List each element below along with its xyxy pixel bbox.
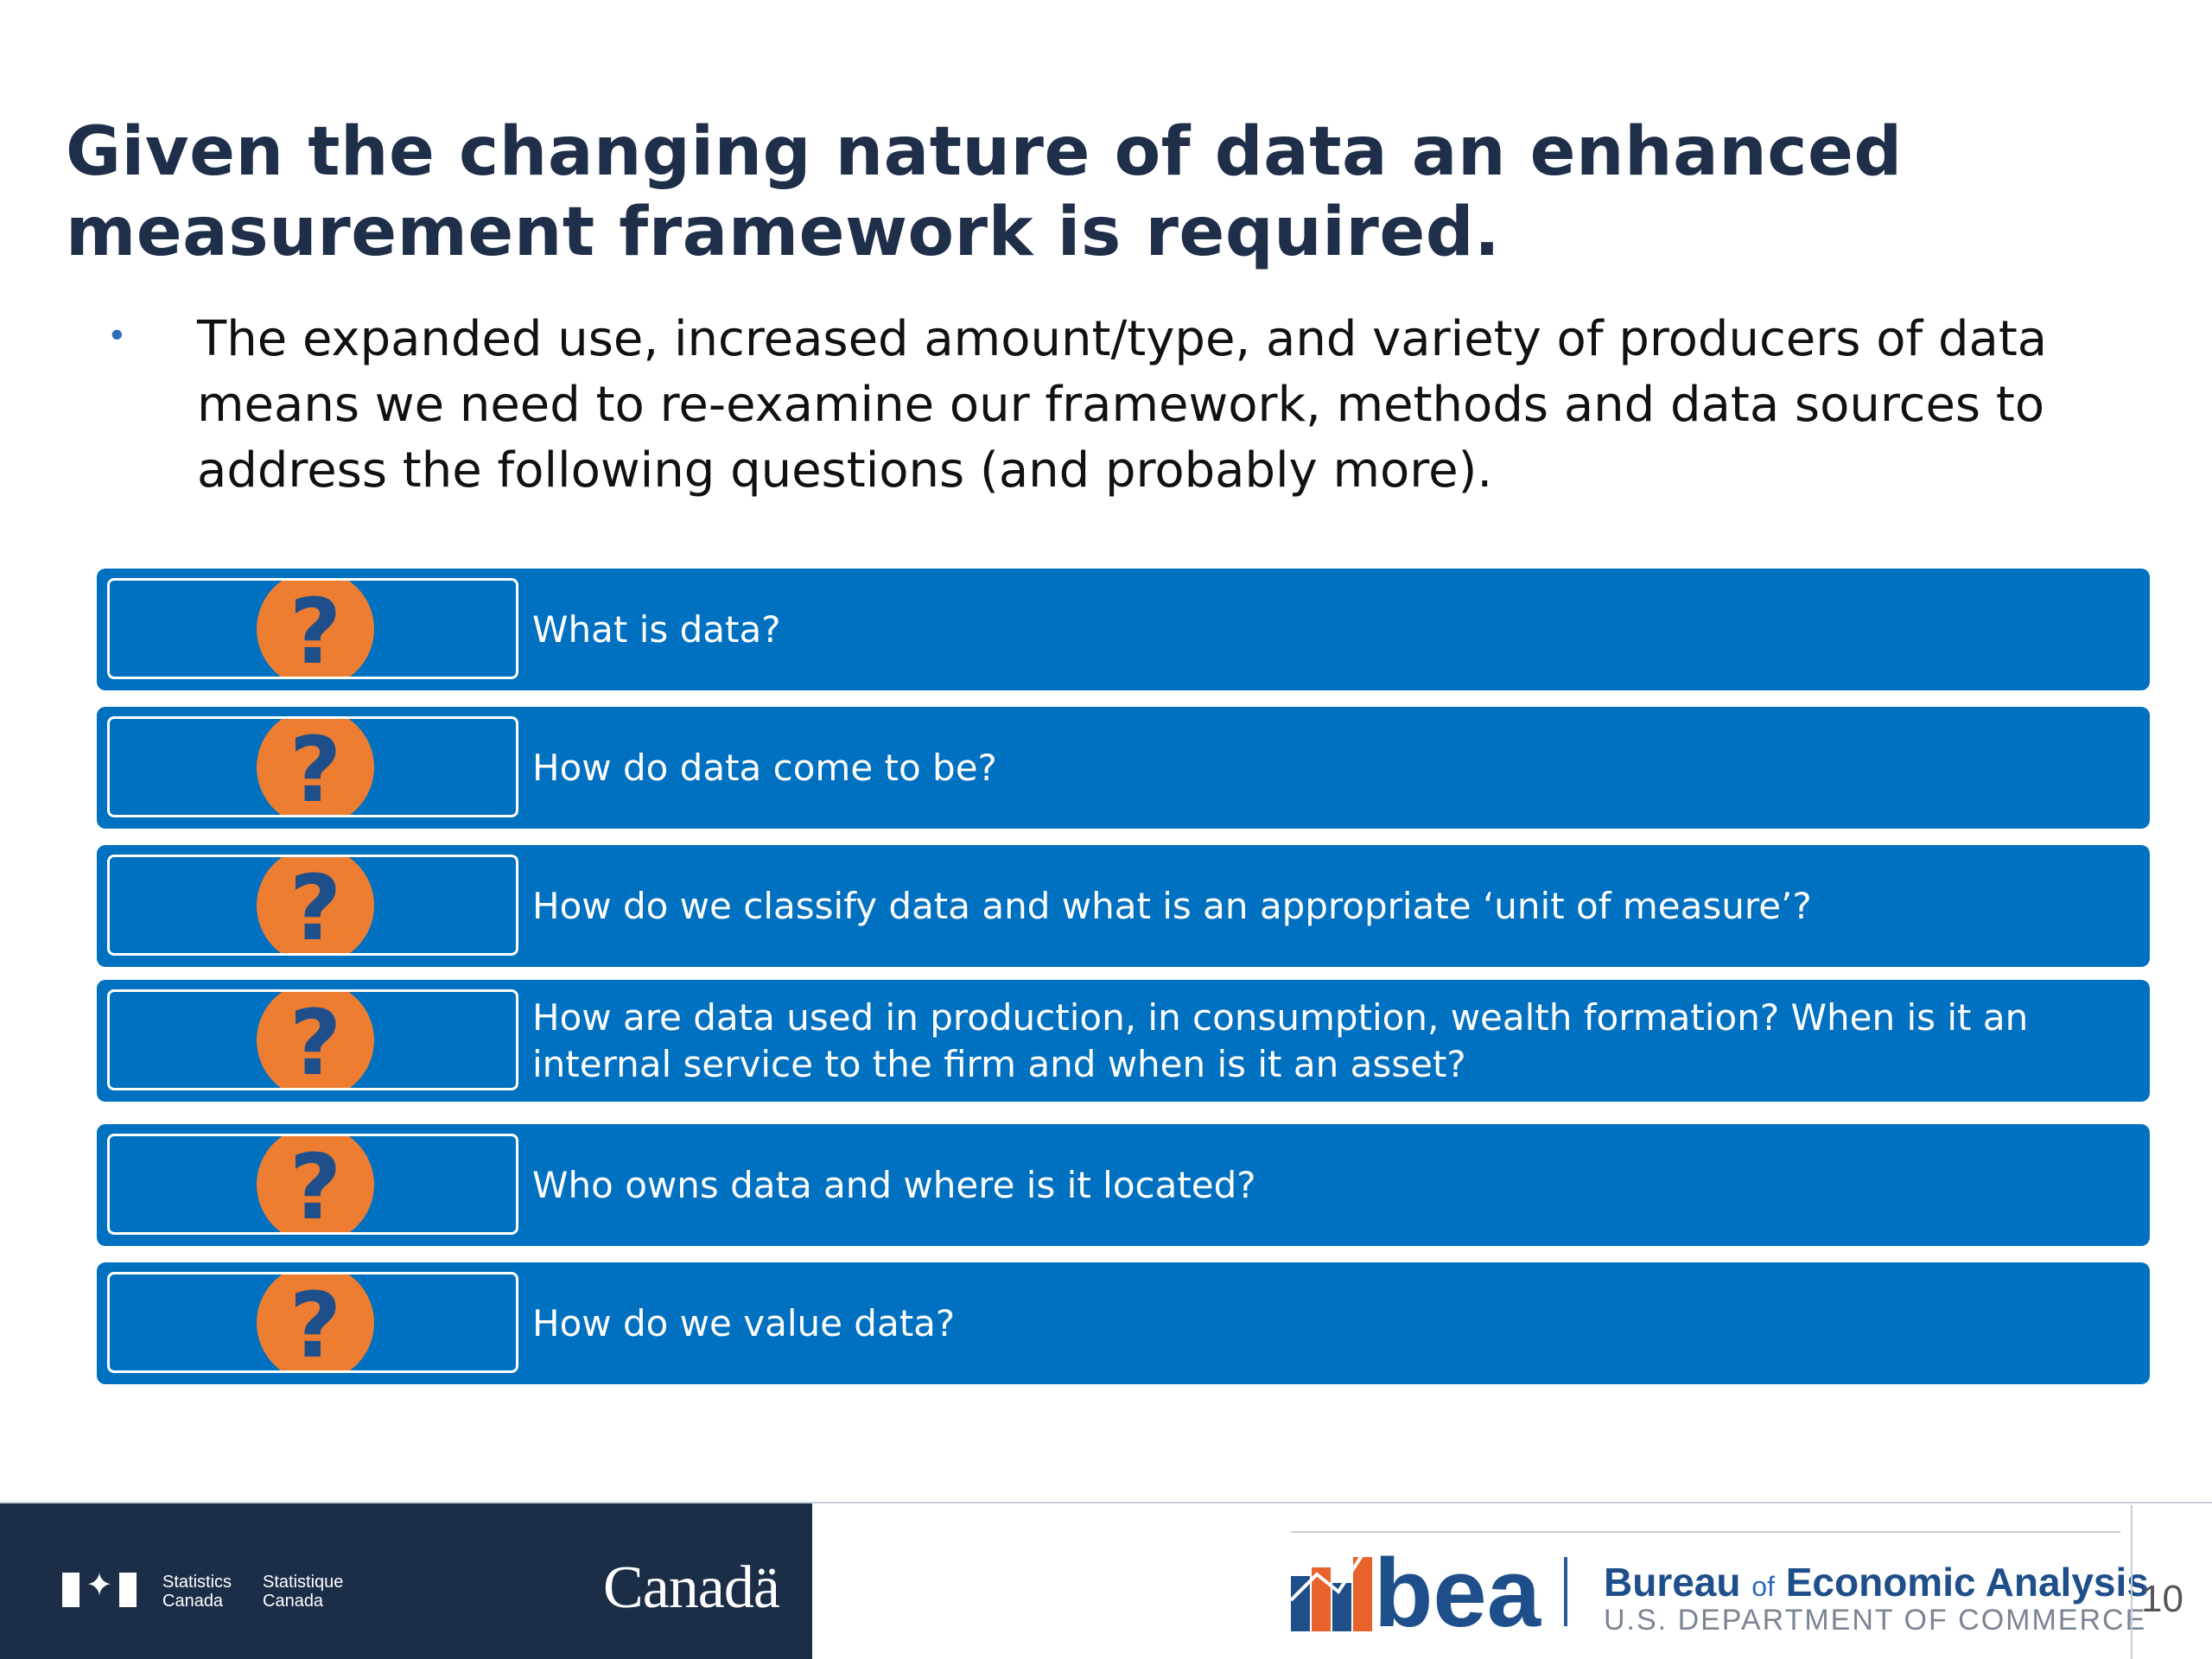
question-row: ? How are data used in production, in co…	[97, 980, 2150, 1102]
question-mark-icon: ?	[257, 581, 374, 677]
question-row: ? How do data come to be?	[97, 707, 2150, 829]
question-text: How do data come to be?	[532, 746, 997, 789]
question-row: ? What is data?	[97, 569, 2150, 690]
canada-flag-icon: ✦	[62, 1569, 137, 1607]
bullet-marker: •	[111, 314, 124, 354]
question-icon-box: ?	[107, 578, 518, 679]
bullet-text: The expanded use, increased amount/type,…	[197, 307, 2212, 504]
slide-title-line: Given the changing nature of data an enh…	[66, 113, 1903, 191]
question-icon-box: ?	[107, 855, 518, 956]
bullet-line: address the following questions (and pro…	[197, 442, 1493, 499]
page-number-divider	[2131, 1505, 2133, 1659]
bea-logo-rule	[1291, 1531, 2120, 1533]
question-icon-box: ?	[107, 1134, 518, 1235]
bea-name: Bureau of Economic Analysis	[1604, 1560, 2149, 1605]
question-mark-icon: ?	[257, 1274, 374, 1370]
question-mark-icon: ?	[257, 857, 374, 953]
question-icon-box: ?	[107, 989, 518, 1090]
slide-title: Given the changing nature of data an enh…	[66, 112, 2053, 273]
question-row: ? Who owns data and where is it located?	[97, 1124, 2150, 1246]
question-text: How are data used in production, in cons…	[532, 995, 2029, 1085]
question-icon-box: ?	[107, 1272, 518, 1373]
slide-title-line: measurement framework is required.	[66, 194, 1501, 271]
statcan-name-en: Statistics Canada	[162, 1573, 232, 1611]
question-mark-icon: ?	[257, 1136, 374, 1232]
statcan-name-fr: Statistique Canada	[263, 1573, 344, 1611]
question-text: How do we value data?	[532, 1301, 956, 1344]
question-icon-box: ?	[107, 716, 518, 817]
page-number: 10	[2141, 1578, 2183, 1620]
bea-logo: bea Bureau of Economic Analysis U.S. DEP…	[1291, 1531, 2149, 1637]
svg-text:bea: bea	[1374, 1540, 1541, 1633]
question-text: What is data?	[532, 607, 781, 651]
question-text: How do we classify data and what is an a…	[532, 884, 1812, 927]
footer-divider	[0, 1502, 2212, 1503]
bullet-line: The expanded use, increased amount/type,…	[197, 311, 2048, 367]
statcan-footer: ✦ Statistics Canada Statistique Canada C…	[0, 1503, 812, 1659]
bea-mark-icon: bea	[1291, 1540, 1541, 1633]
bea-department: U.S. DEPARTMENT OF COMMERCE	[1604, 1604, 2147, 1637]
canada-wordmark: Canadä	[603, 1554, 780, 1621]
question-row: ? How do we value data?	[97, 1262, 2150, 1384]
bea-divider	[1564, 1557, 1567, 1626]
question-mark-icon: ?	[257, 719, 374, 815]
question-mark-icon: ?	[257, 992, 374, 1088]
question-text: Who owns data and where is it located?	[532, 1163, 1256, 1206]
bullet-line: means we need to re-examine our framewor…	[197, 377, 2045, 433]
question-row: ? How do we classify data and what is an…	[97, 845, 2150, 967]
